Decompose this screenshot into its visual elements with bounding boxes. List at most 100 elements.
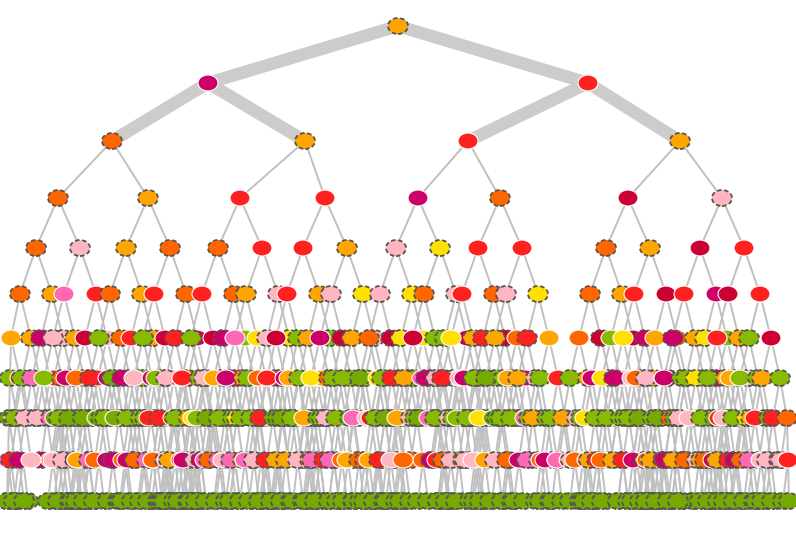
Ellipse shape	[484, 286, 504, 302]
Ellipse shape	[359, 452, 379, 468]
Ellipse shape	[603, 410, 623, 426]
Ellipse shape	[441, 330, 461, 346]
Ellipse shape	[179, 410, 199, 426]
Ellipse shape	[373, 370, 393, 386]
Ellipse shape	[282, 410, 302, 426]
Ellipse shape	[653, 452, 673, 468]
Ellipse shape	[252, 240, 272, 256]
Ellipse shape	[486, 370, 506, 386]
Ellipse shape	[603, 452, 623, 468]
Ellipse shape	[233, 452, 253, 468]
Ellipse shape	[687, 410, 707, 426]
Ellipse shape	[547, 452, 567, 468]
Ellipse shape	[489, 410, 509, 426]
Ellipse shape	[636, 493, 656, 509]
Ellipse shape	[75, 330, 95, 346]
Ellipse shape	[778, 452, 796, 468]
Ellipse shape	[208, 240, 228, 256]
Ellipse shape	[88, 370, 108, 386]
Ellipse shape	[451, 410, 471, 426]
Ellipse shape	[52, 370, 72, 386]
Ellipse shape	[102, 370, 122, 386]
Ellipse shape	[617, 410, 637, 426]
Ellipse shape	[315, 493, 335, 509]
Ellipse shape	[624, 286, 644, 302]
Ellipse shape	[143, 452, 163, 468]
Ellipse shape	[121, 452, 141, 468]
Ellipse shape	[574, 493, 594, 509]
Ellipse shape	[329, 493, 349, 509]
Ellipse shape	[632, 493, 652, 509]
Ellipse shape	[661, 410, 681, 426]
Ellipse shape	[350, 452, 370, 468]
Ellipse shape	[749, 452, 769, 468]
Ellipse shape	[189, 410, 209, 426]
Ellipse shape	[249, 493, 269, 509]
Ellipse shape	[59, 410, 79, 426]
Ellipse shape	[312, 452, 332, 468]
Ellipse shape	[167, 410, 187, 426]
Ellipse shape	[43, 330, 63, 346]
Ellipse shape	[276, 452, 296, 468]
Ellipse shape	[470, 493, 490, 509]
Ellipse shape	[79, 452, 99, 468]
Ellipse shape	[415, 410, 435, 426]
Ellipse shape	[65, 452, 85, 468]
Ellipse shape	[216, 493, 236, 509]
Ellipse shape	[17, 410, 37, 426]
Ellipse shape	[259, 410, 279, 426]
Ellipse shape	[421, 452, 441, 468]
Ellipse shape	[204, 370, 224, 386]
Ellipse shape	[439, 452, 459, 468]
Ellipse shape	[130, 493, 150, 509]
Ellipse shape	[172, 493, 192, 509]
Ellipse shape	[244, 452, 264, 468]
Ellipse shape	[713, 452, 733, 468]
Ellipse shape	[526, 370, 546, 386]
Ellipse shape	[599, 410, 619, 426]
Ellipse shape	[568, 493, 588, 509]
Ellipse shape	[437, 410, 457, 426]
Ellipse shape	[721, 452, 741, 468]
Ellipse shape	[675, 452, 695, 468]
Ellipse shape	[480, 493, 500, 509]
Ellipse shape	[731, 452, 751, 468]
Ellipse shape	[734, 493, 754, 509]
Ellipse shape	[245, 410, 265, 426]
Ellipse shape	[219, 410, 239, 426]
Ellipse shape	[237, 410, 257, 426]
Ellipse shape	[460, 493, 480, 509]
Ellipse shape	[509, 410, 529, 426]
Ellipse shape	[419, 410, 439, 426]
Ellipse shape	[53, 452, 73, 468]
Ellipse shape	[464, 493, 484, 509]
Ellipse shape	[177, 452, 197, 468]
Ellipse shape	[531, 452, 551, 468]
Ellipse shape	[559, 452, 579, 468]
Ellipse shape	[68, 493, 88, 509]
Ellipse shape	[220, 493, 240, 509]
Ellipse shape	[85, 452, 105, 468]
Ellipse shape	[306, 493, 326, 509]
Ellipse shape	[281, 410, 301, 426]
Ellipse shape	[715, 410, 735, 426]
Ellipse shape	[543, 452, 563, 468]
Ellipse shape	[255, 452, 275, 468]
Ellipse shape	[211, 452, 231, 468]
Ellipse shape	[41, 410, 61, 426]
Ellipse shape	[241, 410, 261, 426]
Ellipse shape	[271, 493, 291, 509]
Ellipse shape	[541, 410, 561, 426]
Ellipse shape	[731, 410, 751, 426]
Ellipse shape	[0, 493, 17, 509]
Ellipse shape	[319, 493, 339, 509]
Ellipse shape	[675, 452, 695, 468]
Ellipse shape	[351, 370, 371, 386]
Ellipse shape	[220, 493, 240, 509]
Ellipse shape	[14, 493, 34, 509]
Ellipse shape	[770, 370, 790, 386]
Ellipse shape	[394, 370, 414, 386]
Ellipse shape	[312, 410, 332, 426]
Ellipse shape	[342, 330, 362, 346]
Ellipse shape	[389, 452, 409, 468]
